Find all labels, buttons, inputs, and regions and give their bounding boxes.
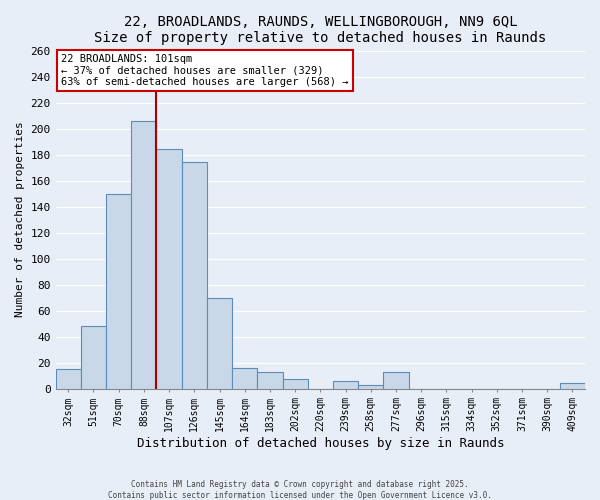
Bar: [207, 298, 232, 388]
Bar: [81, 326, 106, 388]
Bar: [333, 381, 358, 388]
Title: 22, BROADLANDS, RAUNDS, WELLINGBOROUGH, NN9 6QL
Size of property relative to det: 22, BROADLANDS, RAUNDS, WELLINGBOROUGH, …: [94, 15, 547, 45]
Bar: [383, 372, 409, 388]
Bar: [182, 162, 207, 388]
Y-axis label: Number of detached properties: Number of detached properties: [15, 122, 25, 318]
Bar: [257, 372, 283, 388]
X-axis label: Distribution of detached houses by size in Raunds: Distribution of detached houses by size …: [137, 437, 504, 450]
Bar: [131, 120, 157, 388]
Text: 22 BROADLANDS: 101sqm
← 37% of detached houses are smaller (329)
63% of semi-det: 22 BROADLANDS: 101sqm ← 37% of detached …: [61, 54, 349, 87]
Text: Contains HM Land Registry data © Crown copyright and database right 2025.
Contai: Contains HM Land Registry data © Crown c…: [108, 480, 492, 500]
Bar: [56, 369, 81, 388]
Bar: [283, 380, 308, 388]
Bar: [106, 194, 131, 388]
Bar: [358, 384, 383, 388]
Bar: [232, 368, 257, 388]
Bar: [157, 150, 182, 388]
Bar: [560, 384, 585, 388]
